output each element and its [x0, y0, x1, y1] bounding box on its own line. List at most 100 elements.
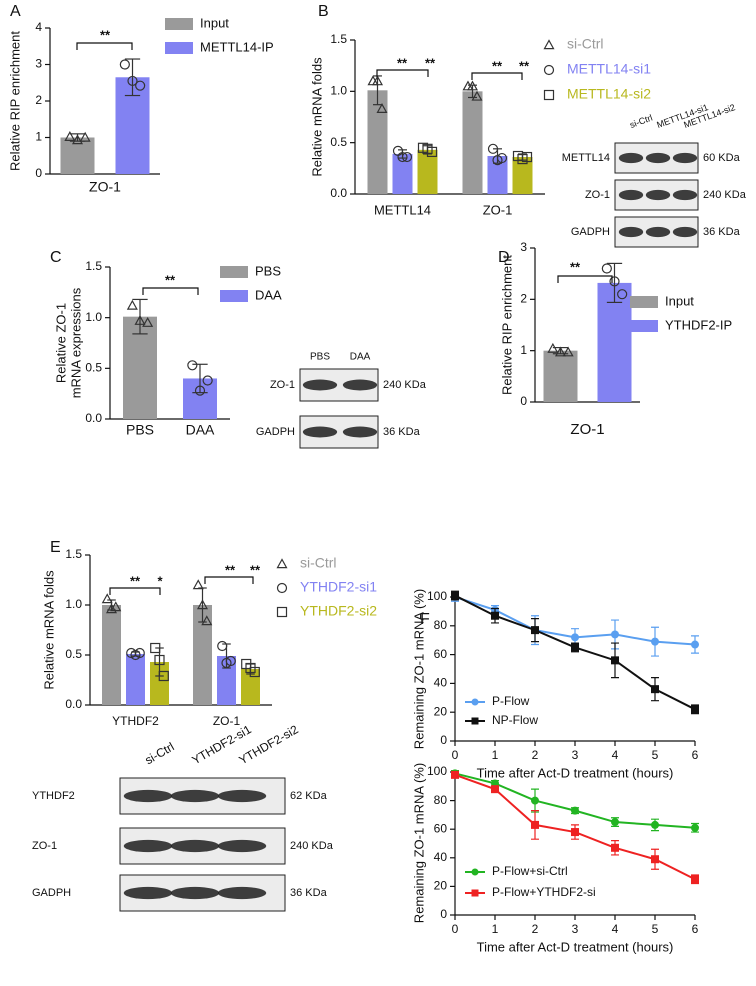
- data-point: [601, 263, 612, 274]
- panel-label: E: [50, 539, 61, 556]
- lane-label: si-Ctrl: [628, 113, 654, 130]
- y-tick-label: 80: [434, 793, 448, 807]
- legend-swatch: [165, 42, 193, 54]
- y-tick-label: 40: [434, 850, 448, 864]
- y-tick-label: 0: [520, 394, 527, 408]
- y-tick-label: 60: [434, 821, 448, 835]
- data-point: [126, 299, 138, 310]
- legend-marker: [471, 698, 479, 706]
- x-tick-label: METTL14: [374, 202, 431, 217]
- data-point: [187, 360, 198, 371]
- significance-label: **: [225, 562, 236, 577]
- row-label: GADPH: [256, 426, 295, 438]
- significance-label: **: [397, 55, 408, 70]
- y-axis-label: Relative ZO-1: [53, 303, 68, 383]
- y-axis-label: Relative RIP enrichment: [499, 255, 514, 395]
- bar: [102, 605, 121, 705]
- legend-swatch: [220, 266, 248, 278]
- row-label: GADPH: [32, 887, 71, 899]
- y-tick-label: 0.0: [330, 186, 347, 200]
- legend-label: NP-Flow: [492, 713, 538, 727]
- legend-marker: [471, 889, 479, 897]
- row-label: METTL14: [562, 152, 610, 164]
- y-tick-label: 1.0: [330, 84, 347, 98]
- data-point: [142, 316, 154, 327]
- row-size: 60 KDa: [703, 152, 741, 164]
- data-point: [651, 685, 659, 694]
- legend-label: P-Flow+si-Ctrl: [492, 864, 568, 878]
- data-point: [554, 346, 567, 357]
- data-point: [571, 828, 579, 837]
- data-point: [611, 818, 619, 827]
- data-point: [651, 637, 659, 646]
- legend-swatch: [630, 296, 658, 308]
- panel-label: F: [420, 611, 430, 628]
- data-point: [491, 611, 499, 620]
- x-tick-label: DAA: [186, 422, 215, 438]
- row-size: 240 KDa: [290, 840, 334, 852]
- y-tick-label: 80: [434, 618, 448, 632]
- data-point: [487, 143, 499, 154]
- legend-marker: [471, 717, 479, 725]
- y-tick-label: 100: [427, 764, 447, 778]
- data-point: [651, 855, 659, 864]
- y-tick-label: 100: [427, 589, 447, 603]
- legend-swatch: [220, 290, 248, 302]
- data-point: [466, 80, 479, 91]
- blot-band: [170, 886, 220, 900]
- data-point: [611, 843, 619, 852]
- row-size: 36 KDa: [290, 887, 328, 899]
- data-point: [64, 131, 76, 141]
- x-tick-label: 1: [492, 922, 499, 936]
- data-point: [401, 151, 413, 163]
- legend-marker: [471, 868, 479, 876]
- y-axis-label: mRNA expressions: [68, 287, 83, 398]
- legend-label: METTL14-si1: [567, 61, 651, 77]
- y-tick-label: 1.5: [85, 259, 102, 273]
- lane-label: PBS: [310, 352, 330, 363]
- data-point: [134, 314, 146, 325]
- y-tick-label: 0.5: [85, 361, 102, 375]
- blot-band: [645, 152, 671, 164]
- y-tick-label: 0: [440, 733, 447, 747]
- data-point: [101, 593, 113, 604]
- bar: [241, 669, 260, 705]
- row-label: YTHDF2: [32, 790, 75, 802]
- legend-label: METTL14-IP: [200, 39, 274, 54]
- significance-label: **: [165, 272, 176, 287]
- data-point: [471, 90, 483, 101]
- legend-marker: [276, 582, 288, 594]
- data-point: [371, 75, 384, 86]
- data-point: [79, 131, 91, 142]
- bar: [150, 662, 169, 705]
- data-point: [562, 346, 574, 357]
- x-tick-label: YTHDF2: [112, 714, 159, 728]
- y-tick-label: 20: [434, 879, 448, 893]
- x-tick-label: 4: [612, 922, 619, 936]
- legend-swatch: [630, 320, 658, 332]
- data-point: [491, 785, 499, 794]
- panel-label: B: [318, 3, 329, 20]
- row-size: 36 KDa: [383, 426, 421, 438]
- data-point: [249, 666, 260, 678]
- y-tick-label: 0.5: [330, 135, 347, 149]
- data-point: [119, 59, 130, 70]
- significance-label: **: [570, 259, 581, 274]
- legend-label: Input: [665, 293, 694, 308]
- significance-bracket: [142, 287, 199, 295]
- x-tick-label: 1: [492, 748, 499, 762]
- legend-swatch: [165, 18, 193, 30]
- bar: [392, 153, 413, 194]
- data-point: [571, 633, 579, 642]
- significance-bracket: [557, 275, 613, 283]
- y-tick-label: 1.0: [85, 310, 102, 324]
- data-point: [71, 134, 84, 145]
- lane-label: DAA: [350, 352, 371, 363]
- x-tick-label: 2: [532, 922, 539, 936]
- blot-band: [342, 379, 378, 391]
- y-tick-label: 1.0: [65, 597, 82, 611]
- data-point: [611, 656, 619, 665]
- data-point: [201, 615, 213, 626]
- data-point: [376, 103, 388, 113]
- blot-band: [645, 226, 671, 238]
